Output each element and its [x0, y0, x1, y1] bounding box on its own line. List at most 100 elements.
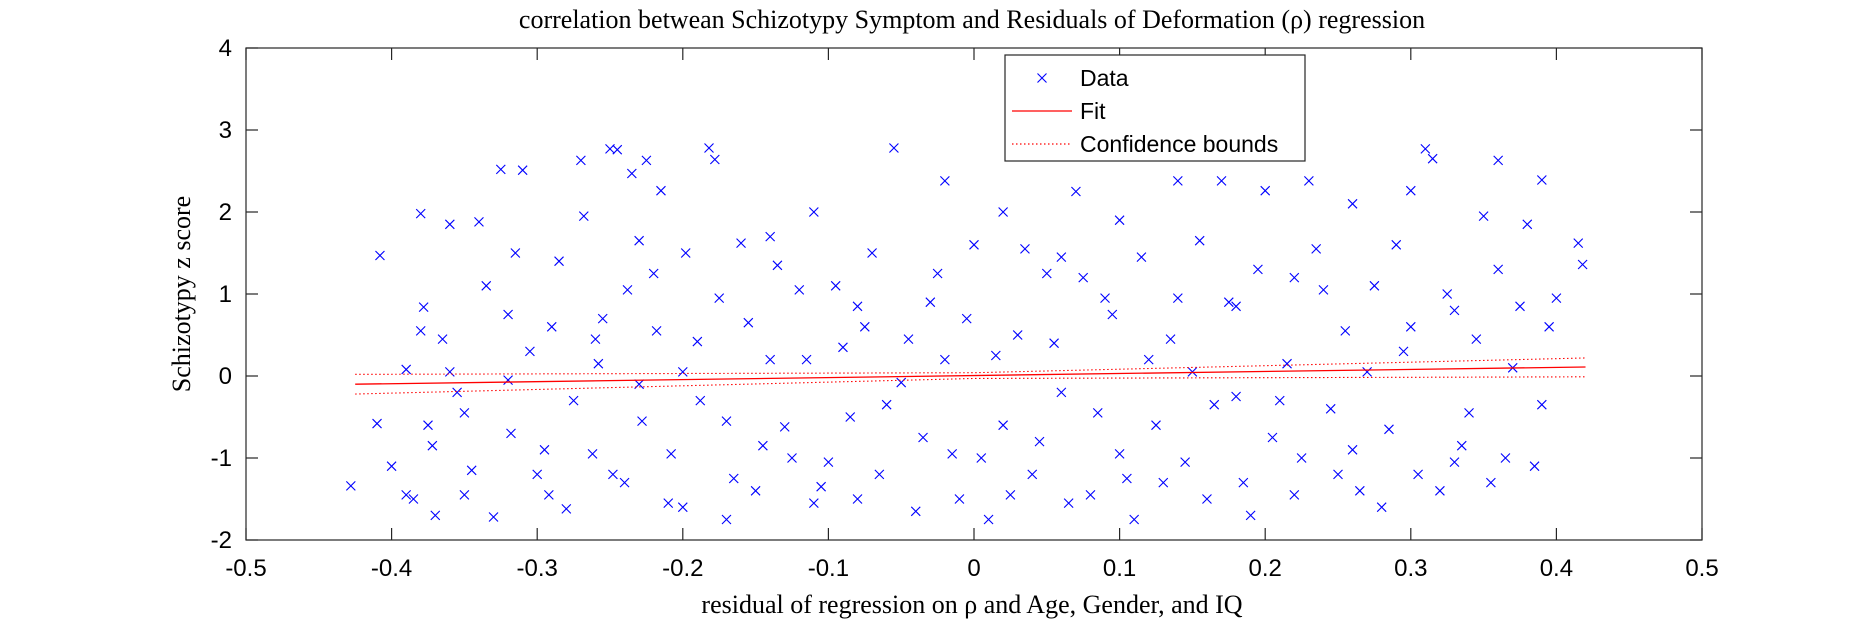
- y-axis-label: Schizotypy z score: [167, 196, 196, 392]
- data-point-marker: [976, 453, 987, 463]
- data-point-marker: [1202, 494, 1212, 504]
- data-point-marker: [721, 514, 732, 525]
- data-point-marker: [1478, 211, 1489, 221]
- data-point-marker: [651, 326, 662, 336]
- data-point-marker: [1391, 239, 1402, 250]
- data-point-marker: [692, 336, 703, 347]
- data-point-marker: [954, 494, 965, 504]
- data-point-marker: [1194, 235, 1205, 246]
- data-point-marker: [459, 490, 470, 500]
- data-point-marker: [1405, 321, 1416, 332]
- data-point-marker: [612, 144, 623, 155]
- data-point-marker: [1449, 457, 1460, 467]
- data-point-marker: [622, 285, 633, 295]
- data-point-marker: [743, 317, 754, 328]
- data-point-marker: [517, 165, 528, 176]
- data-point-marker: [1063, 498, 1074, 508]
- legend: Data Fit Confidence bounds: [1004, 54, 1306, 162]
- data-point-marker: [1577, 259, 1588, 270]
- x-tick-label: 0.3: [1394, 555, 1427, 582]
- data-point-marker: [503, 309, 513, 320]
- data-point-marker: [608, 469, 618, 480]
- data-point-marker: [721, 416, 732, 426]
- data-point-marker: [1085, 490, 1096, 500]
- data-point-marker: [677, 367, 688, 377]
- data-point-marker: [1536, 399, 1547, 410]
- data-point-marker: [1129, 514, 1140, 525]
- data-point-marker: [1049, 338, 1059, 349]
- data-point-marker: [1180, 457, 1191, 467]
- data-point-marker: [695, 395, 706, 406]
- data-point-marker: [1493, 264, 1504, 275]
- data-point-marker: [794, 285, 805, 295]
- data-point-marker: [1289, 490, 1300, 500]
- data-point-marker: [1456, 440, 1467, 451]
- data-point-marker: [1114, 215, 1125, 226]
- data-point-marker: [1303, 175, 1314, 186]
- data-point-marker: [779, 421, 790, 432]
- data-point-marker: [637, 416, 647, 426]
- data-point-marker: [503, 375, 513, 385]
- data-point-marker: [495, 164, 506, 175]
- y-tick-label: -1: [211, 445, 232, 472]
- data-point-marker: [889, 143, 899, 153]
- data-point-marker: [1384, 424, 1394, 435]
- data-point-marker: [561, 503, 572, 514]
- data-point-marker: [656, 185, 666, 196]
- data-point-marker: [466, 465, 477, 476]
- data-point-marker: [1274, 395, 1285, 406]
- data-point-marker: [1362, 367, 1373, 377]
- data-point-marker: [1369, 280, 1380, 291]
- data-point-marker: [1231, 391, 1241, 402]
- data-point-marker: [925, 297, 936, 308]
- data-point-marker: [1551, 293, 1562, 303]
- data-point-marker: [634, 235, 645, 246]
- data-point-marker: [910, 506, 921, 517]
- data-point-marker: [714, 293, 725, 303]
- data-point-marker: [704, 143, 714, 153]
- data-point-marker: [1485, 477, 1496, 488]
- data-point-marker: [1027, 469, 1038, 480]
- data-point-marker: [415, 208, 426, 219]
- data-point-marker: [677, 502, 688, 513]
- data-point-marker: [593, 358, 604, 369]
- data-point-marker: [1114, 449, 1125, 459]
- data-point-marker: [867, 248, 877, 258]
- data-point-marker: [444, 367, 455, 377]
- data-point-marker: [1158, 477, 1169, 488]
- data-point-marker: [1100, 293, 1110, 303]
- data-point-marker: [823, 457, 834, 467]
- data-point-marker: [525, 346, 535, 357]
- data-point-marker: [1005, 490, 1016, 500]
- data-point-marker: [1333, 469, 1343, 480]
- data-point-marker: [1398, 346, 1409, 357]
- chart-title: correlation betwean Schizotypy Symptom a…: [519, 5, 1425, 34]
- data-point-marker: [1151, 420, 1161, 431]
- data-point-marker: [1020, 244, 1030, 254]
- data-point-marker: [578, 211, 589, 221]
- data-point-marker: [1347, 198, 1358, 209]
- y-tick-label: -2: [211, 527, 232, 554]
- data-point-marker: [757, 440, 768, 451]
- x-tick-label: -0.4: [371, 555, 412, 582]
- data-point-marker: [418, 302, 429, 313]
- data-point-marker: [415, 326, 426, 336]
- data-point-marker: [874, 469, 885, 480]
- data-point-marker: [444, 219, 455, 230]
- data-point-marker: [801, 354, 812, 365]
- data-point-marker: [1282, 358, 1292, 369]
- data-point-marker: [896, 377, 907, 388]
- data-point-marker: [1289, 272, 1300, 283]
- data-point-marker: [1107, 309, 1118, 320]
- data-point-marker: [1420, 143, 1431, 154]
- data-point-marker: [459, 408, 470, 418]
- data-point-marker: [1311, 244, 1322, 254]
- plot-area: [246, 48, 1702, 540]
- data-point-marker: [1376, 502, 1387, 513]
- data-point-marker: [816, 481, 827, 492]
- data-point-marker: [1544, 321, 1555, 332]
- x-tick-label: -0.1: [808, 555, 849, 582]
- data-point-marker: [845, 412, 856, 422]
- data-point-marker: [881, 399, 892, 410]
